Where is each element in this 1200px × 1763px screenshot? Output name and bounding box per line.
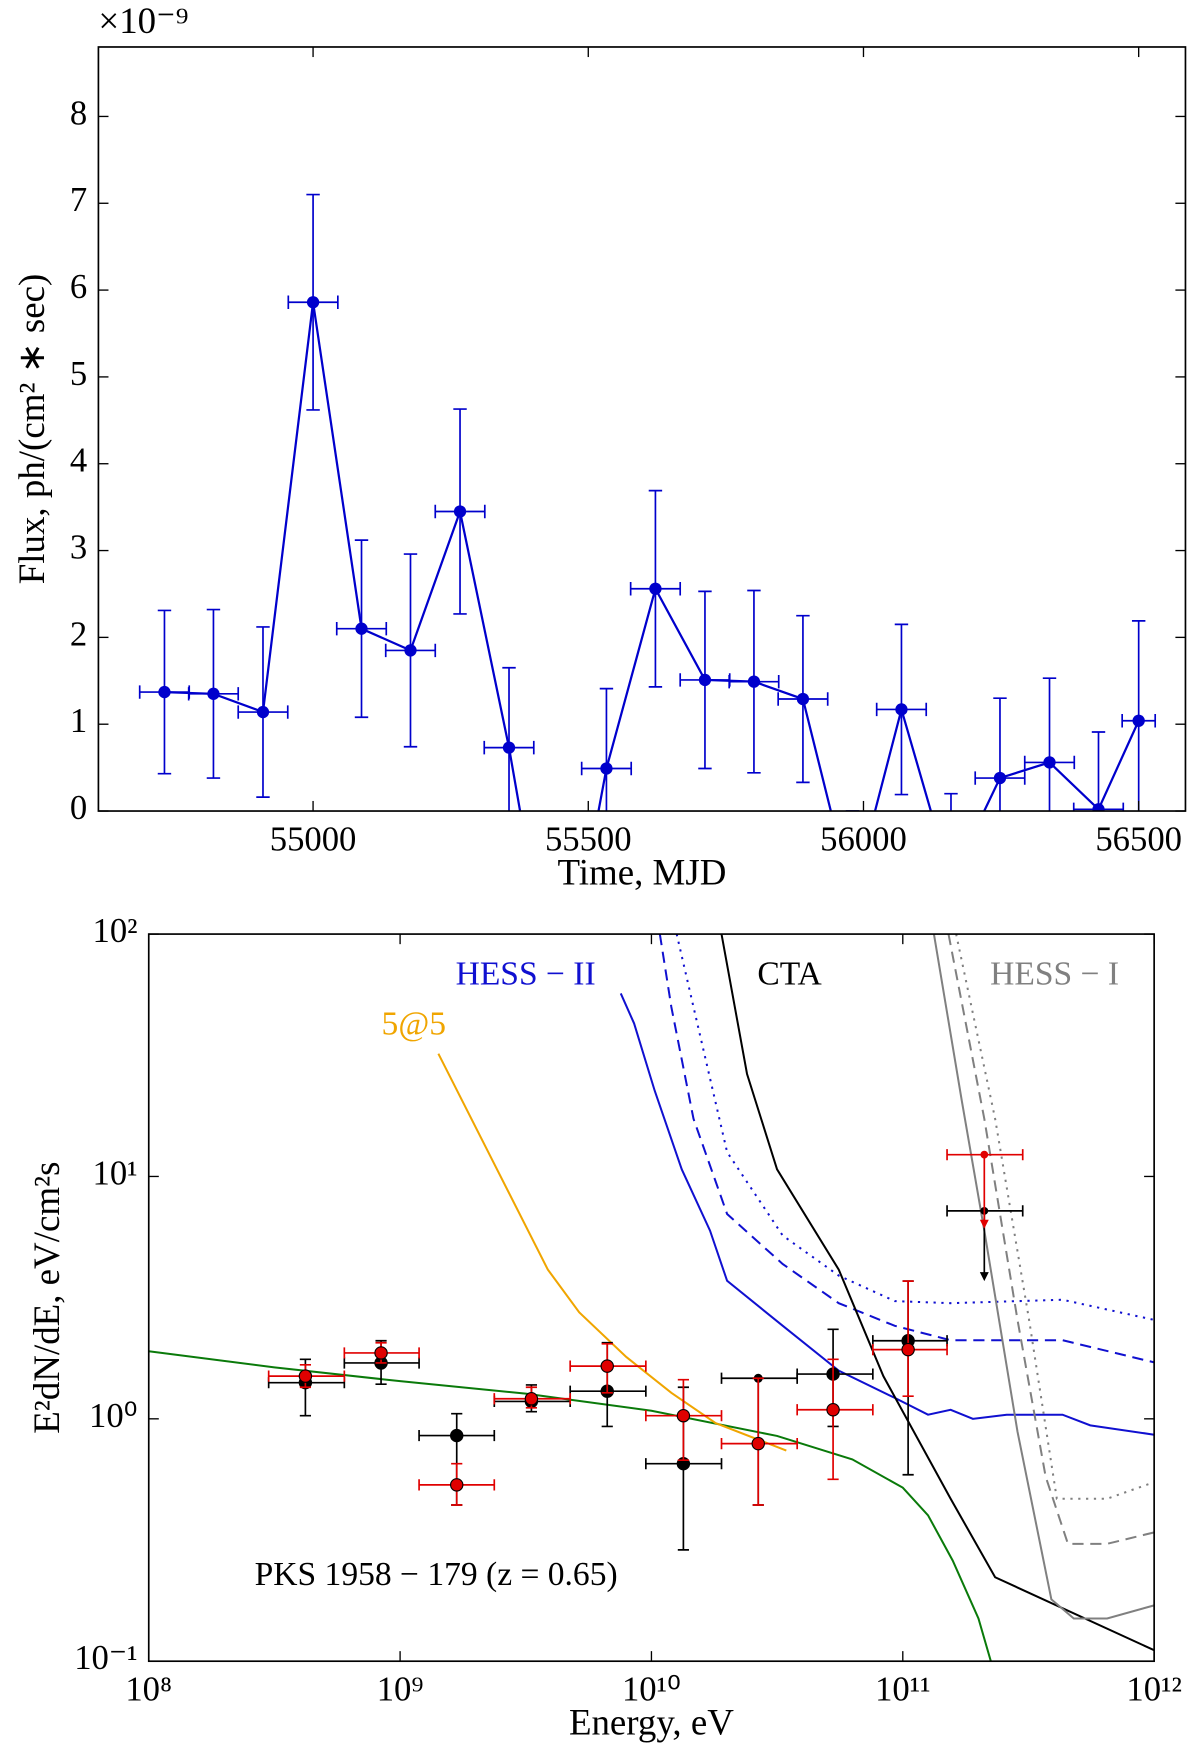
data-point	[895, 703, 908, 716]
x-tick-label: 56500	[1095, 820, 1182, 858]
offset-text: ×10⁻⁹	[98, 0, 188, 41]
data-point	[1092, 803, 1105, 812]
x-tick-label: 55000	[270, 820, 357, 858]
x-tick-label: 55500	[545, 820, 632, 858]
model-curve	[148, 1350, 992, 1662]
x-tick-label: 10¹⁰	[622, 1670, 681, 1708]
model-curve	[437, 1053, 787, 1452]
y-error-bar	[944, 792, 958, 812]
x-tick-label: 10¹¹	[875, 1670, 930, 1708]
data-point	[747, 675, 761, 688]
x-error-bar	[828, 891, 878, 904]
y-tick-label: 0	[70, 789, 87, 827]
y-tick-label: 4	[70, 442, 87, 480]
data-point	[901, 1342, 915, 1357]
x-error-bar	[926, 874, 976, 887]
x-tick-label: 10¹²	[1126, 1670, 1181, 1708]
y-error-bar	[902, 1280, 914, 1398]
annotation: PKS 1958 − 179 (z = 0.65)	[255, 1556, 618, 1593]
data-point	[256, 705, 270, 719]
x-axis-label: Energy, eV	[569, 1702, 734, 1743]
data-point	[450, 1478, 464, 1492]
upper-limit-arrow-head	[979, 1219, 989, 1229]
annotation: HESS − I	[990, 955, 1119, 992]
upper-limit-point	[980, 1150, 989, 1159]
y-tick-label: 10²	[93, 912, 138, 950]
model-curve	[619, 993, 1155, 1436]
x-tick-label: 56000	[820, 820, 907, 858]
x-tick-label: 10⁹	[377, 1670, 424, 1708]
data-point	[796, 692, 810, 706]
y-axis-label: Flux, ph/(cm² ∗ sec)	[11, 274, 53, 585]
y-tick-label: 2	[70, 615, 87, 653]
y-axis-label: E²dN/dE, eV/cm²s	[26, 1162, 67, 1434]
data-point	[993, 771, 1007, 785]
data-point	[676, 1409, 691, 1423]
data-point	[552, 1022, 564, 1034]
x-error-bar	[533, 1021, 583, 1034]
model-curve	[947, 934, 1155, 1545]
model-curve	[932, 934, 1155, 1620]
data-line	[164, 302, 1140, 812]
annotation: CTA	[757, 955, 821, 992]
data-point	[374, 1346, 388, 1360]
data-point	[453, 505, 467, 518]
axes-frame	[147, 933, 1155, 1663]
y-tick-label: 6	[70, 268, 87, 306]
annotation: HESS − II	[456, 955, 596, 992]
data-point	[649, 582, 662, 595]
data-point	[502, 741, 516, 754]
data-point	[158, 685, 171, 699]
data-point	[355, 622, 368, 635]
data-point	[698, 673, 712, 687]
x-tick-label: 10⁸	[125, 1670, 172, 1708]
data-point	[600, 762, 613, 775]
data-point	[846, 892, 858, 904]
y-tick-label: 1	[70, 702, 87, 740]
y-error-bar	[827, 1358, 839, 1481]
annotation: 5@5	[382, 1006, 446, 1043]
data-point	[751, 1436, 765, 1451]
plot-area	[148, 934, 1155, 1662]
data-point	[945, 874, 957, 886]
y-tick-label: 3	[70, 529, 87, 567]
model-curve	[675, 934, 1155, 1321]
axes-frame	[97, 46, 1187, 812]
y-tick-label: 7	[70, 181, 87, 219]
y-tick-label: 8	[70, 94, 87, 132]
y-tick-label: 10⁰	[89, 1397, 138, 1435]
data-point	[1043, 756, 1056, 769]
data-point	[450, 1428, 464, 1443]
data-point	[600, 1359, 614, 1373]
data-point	[826, 1403, 840, 1417]
data-point	[207, 687, 220, 700]
data-point	[298, 1369, 313, 1383]
data-point	[1132, 714, 1145, 727]
model-curve	[720, 934, 1155, 1652]
plot-area	[138, 193, 1157, 1034]
model-curve	[658, 934, 1155, 1364]
upper-limit-arrow-head	[979, 1272, 989, 1282]
model-curve	[955, 934, 1155, 1500]
data-point	[306, 296, 320, 309]
x-axis-label: Time, MJD	[558, 851, 727, 892]
data-point	[404, 644, 417, 657]
y-tick-label: 10⁻¹	[74, 1639, 137, 1677]
y-tick-label: 10¹	[93, 1154, 138, 1192]
data-point	[524, 1392, 539, 1406]
y-tick-label: 5	[70, 355, 87, 393]
